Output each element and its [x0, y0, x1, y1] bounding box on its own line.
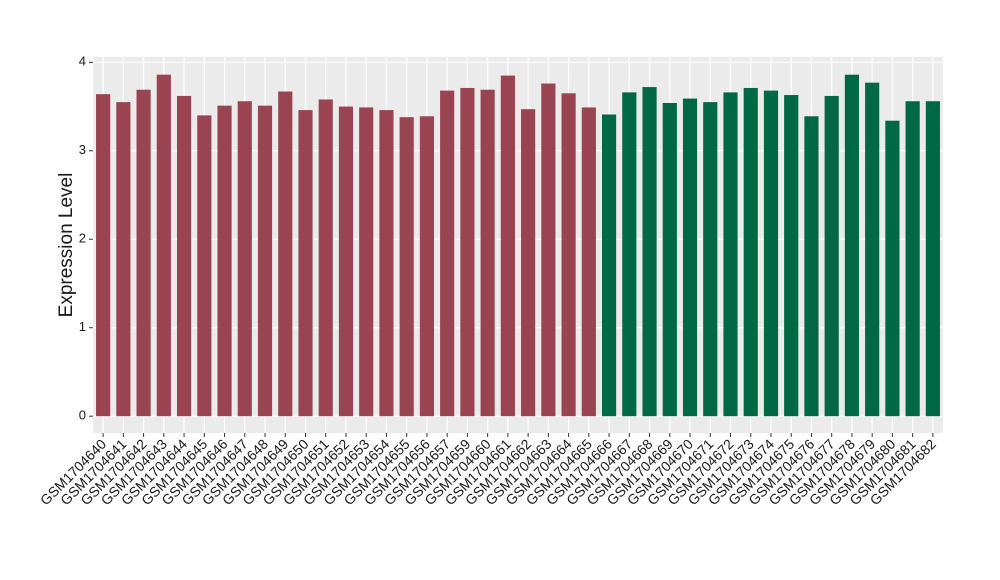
bar — [318, 99, 333, 417]
bar — [217, 105, 232, 417]
bar — [379, 110, 394, 417]
bar — [824, 95, 839, 417]
bar — [359, 107, 374, 417]
bar — [419, 116, 435, 417]
bar — [561, 93, 576, 417]
y-tick-label: 2 — [79, 231, 86, 246]
bar — [763, 90, 779, 417]
bar — [662, 103, 677, 417]
bar — [622, 92, 637, 417]
y-tick-label: 4 — [79, 54, 86, 69]
bar — [844, 74, 860, 417]
bar — [703, 102, 718, 417]
bar — [804, 116, 819, 417]
bar — [197, 115, 212, 417]
bar — [460, 87, 475, 417]
bar — [784, 95, 799, 417]
y-tick-label: 1 — [79, 319, 86, 334]
bar — [257, 105, 273, 417]
y-axis-title: Expression Level — [56, 173, 77, 318]
bar — [541, 83, 556, 417]
bar — [581, 107, 596, 417]
bar — [642, 87, 657, 417]
y-tick-label: 3 — [79, 142, 86, 157]
plot-panel — [93, 57, 943, 433]
bar — [156, 74, 171, 417]
bar — [176, 95, 192, 417]
bar — [237, 101, 252, 417]
bar — [298, 110, 313, 417]
y-tick-label: 0 — [79, 408, 86, 423]
bar — [116, 102, 131, 417]
bar — [480, 89, 495, 417]
bar — [885, 120, 900, 417]
bar — [743, 87, 758, 417]
bar — [905, 101, 920, 417]
bar — [338, 106, 354, 417]
bar — [925, 101, 940, 417]
bar — [278, 91, 293, 417]
bar — [136, 89, 151, 417]
bar — [865, 82, 880, 417]
bar — [500, 75, 515, 417]
bar — [682, 98, 698, 417]
bar — [601, 114, 617, 417]
bar — [440, 90, 455, 417]
bar — [399, 117, 414, 417]
bar — [96, 94, 111, 417]
bar — [521, 109, 536, 417]
bar — [723, 92, 738, 417]
